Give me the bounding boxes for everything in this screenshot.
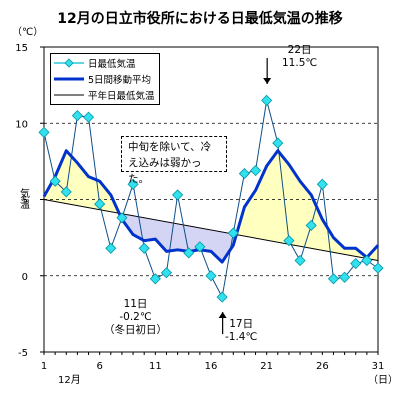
daily-min-point xyxy=(249,164,262,177)
x-tick-label: 1 xyxy=(41,361,47,372)
marker-layer xyxy=(38,94,384,303)
daily-min-point xyxy=(316,178,328,190)
legend-label-moving-avg: 5日間移動平均 xyxy=(88,74,152,86)
annotation-day22-line2: 11.5℃ xyxy=(282,57,318,69)
annotation-day22: 22日 11.5℃ xyxy=(282,44,317,70)
x-tick-label: 6 xyxy=(96,361,102,372)
daily-min-point xyxy=(127,178,139,190)
legend-symbol-normal xyxy=(54,89,84,101)
arrow-day17-head xyxy=(218,312,227,318)
daily-min-point xyxy=(283,235,295,247)
annotation-day17-line1: 17日 xyxy=(229,318,254,330)
daily-min-point xyxy=(71,110,83,122)
y-tick-label: -5 xyxy=(18,348,28,359)
chart-title: 12月の日立市役所における日最低気温の推移 xyxy=(57,11,343,27)
daily-min-point xyxy=(116,212,128,224)
legend-label-daily-min: 日最低気温 xyxy=(88,58,136,70)
legend-item-moving-avg: 5日間移動平均 xyxy=(51,71,159,86)
x-unit-label: （日） xyxy=(368,374,398,386)
daily-min-point xyxy=(49,175,61,187)
y-unit-label: （℃） xyxy=(12,26,43,38)
daily-min-point xyxy=(327,273,340,285)
daily-min-point xyxy=(38,126,50,138)
daily-min-point xyxy=(305,219,317,231)
legend-symbol-moving-avg xyxy=(54,73,84,85)
daily-min-point xyxy=(272,137,284,149)
x-tick-label: 31 xyxy=(372,361,385,372)
daily-min-point xyxy=(194,241,206,253)
x-month-label: 12月 xyxy=(58,374,81,386)
y-tick-label: 0 xyxy=(22,272,28,283)
annotation-day17: 17日 -1.4℃ xyxy=(225,318,257,344)
daily-min-point xyxy=(172,189,184,201)
annotation-day11-line3: （冬日初日） xyxy=(104,324,167,336)
daily-min-point xyxy=(149,273,161,285)
daily-min-point xyxy=(138,242,150,254)
x-tick-label: 16 xyxy=(205,361,218,372)
daily-min-point xyxy=(216,291,228,303)
anomaly-fill-layer xyxy=(44,150,378,263)
x-tick-label: 21 xyxy=(260,361,273,372)
y-tick-label: 5 xyxy=(22,196,28,207)
daily-min-point xyxy=(82,111,95,123)
legend-symbol-daily-min xyxy=(54,57,84,69)
legend-label-normal: 平年日最低気温 xyxy=(88,90,155,102)
y-tick-label: 10 xyxy=(15,119,28,130)
y-axis-label: 気温 xyxy=(18,187,30,210)
daily-min-point xyxy=(361,254,373,267)
annotation-day11-line2: -0.2℃ xyxy=(119,311,152,323)
daily-min-point xyxy=(227,227,239,239)
fill-above-normal xyxy=(44,150,378,261)
x-tick-label: 26 xyxy=(316,361,329,372)
daily-min-point xyxy=(294,254,306,267)
daily-min-point xyxy=(350,257,362,270)
x-tick-label: 11 xyxy=(149,361,162,372)
daily-min-point xyxy=(238,168,250,180)
annotation-day11: 11日 -0.2℃ （冬日初日） xyxy=(104,298,167,337)
daily-min-point xyxy=(205,270,217,282)
legend: 日最低気温 5日間移動平均 平年日最低気温 xyxy=(50,53,160,105)
daily-min-point xyxy=(60,186,72,198)
y-tick-label: 15 xyxy=(15,43,28,54)
daily-min-point xyxy=(105,242,117,254)
chart-note: 中旬を除いて、冷え込みは弱かった。 xyxy=(121,136,227,185)
daily-min-point xyxy=(372,262,384,274)
series-moving-avg-line xyxy=(42,149,380,264)
daily-min-point xyxy=(94,198,106,210)
arrow-day22-head xyxy=(263,78,272,84)
daily-min-point xyxy=(183,247,195,259)
daily-min-point xyxy=(160,267,173,279)
legend-item-normal: 平年日最低気温 xyxy=(51,87,159,102)
annotation-day11-line1: 11日 xyxy=(123,298,148,310)
annotation-day17-line2: -1.4℃ xyxy=(225,331,258,343)
series-normal-line xyxy=(43,199,379,261)
annotation-day22-line1: 22日 xyxy=(287,44,312,56)
arrow-layer xyxy=(218,58,272,334)
daily-min-point xyxy=(261,94,273,106)
legend-item-daily-min: 日最低気温 xyxy=(51,55,159,70)
daily-min-point xyxy=(339,271,351,283)
